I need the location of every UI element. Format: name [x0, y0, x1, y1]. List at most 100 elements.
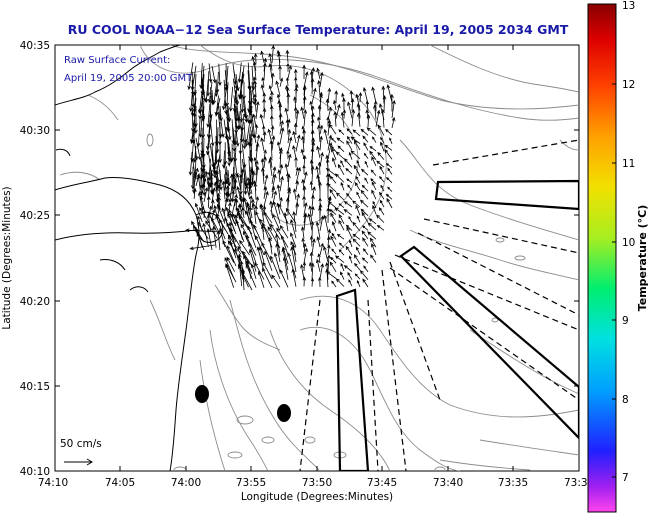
current-vector	[207, 176, 211, 192]
current-vector	[351, 200, 361, 208]
current-vector	[216, 230, 221, 251]
current-vector	[248, 206, 253, 219]
current-vector	[241, 270, 253, 291]
current-vector	[358, 91, 363, 103]
current-vector	[372, 204, 377, 215]
current-vector	[352, 221, 361, 232]
current-vector	[227, 145, 231, 167]
current-vector	[348, 215, 353, 223]
current-vector	[331, 220, 337, 232]
x-tick-label: 73:50	[302, 477, 332, 489]
current-vector	[354, 262, 361, 271]
current-label-line1: Raw Surface Current:	[64, 55, 170, 66]
coastline	[55, 45, 224, 471]
current-vector	[269, 139, 274, 159]
current-vector	[202, 209, 206, 219]
current-vector	[350, 136, 361, 145]
current-vector	[378, 207, 385, 216]
current-vector	[311, 206, 315, 216]
current-vector	[192, 187, 197, 199]
channel-outline-1	[335, 288, 370, 471]
current-vector	[326, 116, 330, 127]
current-vector	[309, 261, 313, 272]
current-vector	[380, 141, 385, 152]
current-vector	[310, 77, 315, 95]
current-vector	[310, 165, 315, 183]
current-vector	[387, 167, 393, 175]
current-vector	[310, 129, 315, 144]
current-vector	[286, 150, 290, 160]
current-vector	[337, 145, 345, 152]
x-tick-label: 73:3	[564, 477, 588, 489]
current-vector	[362, 135, 369, 143]
current-vector	[356, 279, 361, 288]
current-vector	[255, 142, 260, 160]
current-vector	[375, 109, 381, 127]
current-vector	[370, 178, 377, 184]
current-vector	[225, 185, 230, 203]
current-vector	[302, 84, 307, 104]
current-vector	[373, 104, 377, 120]
current-vector	[287, 153, 292, 167]
current-vector	[309, 235, 314, 247]
current-vector	[360, 189, 369, 200]
current-vector	[309, 251, 314, 265]
x-tick-label: 73:40	[433, 477, 463, 489]
current-vector	[240, 86, 245, 114]
current-vector	[350, 97, 355, 111]
current-vector	[363, 152, 369, 159]
current-vector	[282, 256, 289, 280]
current-vector	[268, 236, 273, 255]
current-vector	[273, 252, 281, 273]
y-tick-label: 40:30	[20, 125, 50, 137]
current-vector	[223, 197, 229, 216]
current-vector	[295, 166, 301, 184]
current-vector	[195, 137, 202, 161]
current-vector	[242, 250, 253, 267]
current-vector	[235, 81, 240, 106]
current-vector	[362, 278, 369, 288]
current-label-line2: April 19, 2005 20:00 GMT	[64, 73, 193, 84]
current-vector	[247, 225, 257, 249]
current-vector	[248, 167, 254, 184]
current-vector	[371, 243, 377, 256]
current-vector	[249, 219, 257, 241]
current-vector	[330, 256, 337, 264]
current-vector	[323, 214, 329, 232]
current-vector	[319, 215, 325, 231]
current-vector	[285, 197, 290, 216]
current-vector	[303, 212, 308, 231]
current-vector	[215, 170, 221, 187]
current-vector	[385, 193, 393, 200]
current-vector	[223, 179, 228, 191]
current-vector	[190, 121, 197, 144]
current-vector	[200, 174, 204, 184]
current-vector	[315, 221, 321, 239]
current-vector	[325, 268, 329, 288]
current-vector	[212, 225, 217, 248]
current-vector	[245, 184, 250, 199]
current-vector	[354, 182, 361, 191]
colorbar-tick-label: 7	[622, 472, 629, 484]
current-vector	[323, 128, 329, 145]
current-vector	[361, 211, 369, 223]
current-vector	[389, 137, 393, 144]
current-vector	[209, 119, 215, 147]
current-vector	[317, 104, 322, 120]
current-vector	[217, 63, 222, 87]
current-vector	[385, 176, 393, 184]
current-vector	[371, 156, 377, 167]
current-vector	[255, 165, 260, 183]
current-vector	[206, 195, 211, 208]
station-marker-2	[277, 404, 291, 422]
current-vector	[317, 161, 322, 175]
current-vector	[292, 188, 297, 200]
current-vector	[224, 95, 228, 115]
current-vector	[343, 265, 353, 272]
current-vector	[218, 219, 229, 235]
current-vector	[386, 197, 393, 209]
current-vector	[271, 45, 276, 64]
current-vector	[346, 226, 353, 239]
current-vector	[382, 95, 387, 112]
current-vector	[300, 263, 305, 280]
